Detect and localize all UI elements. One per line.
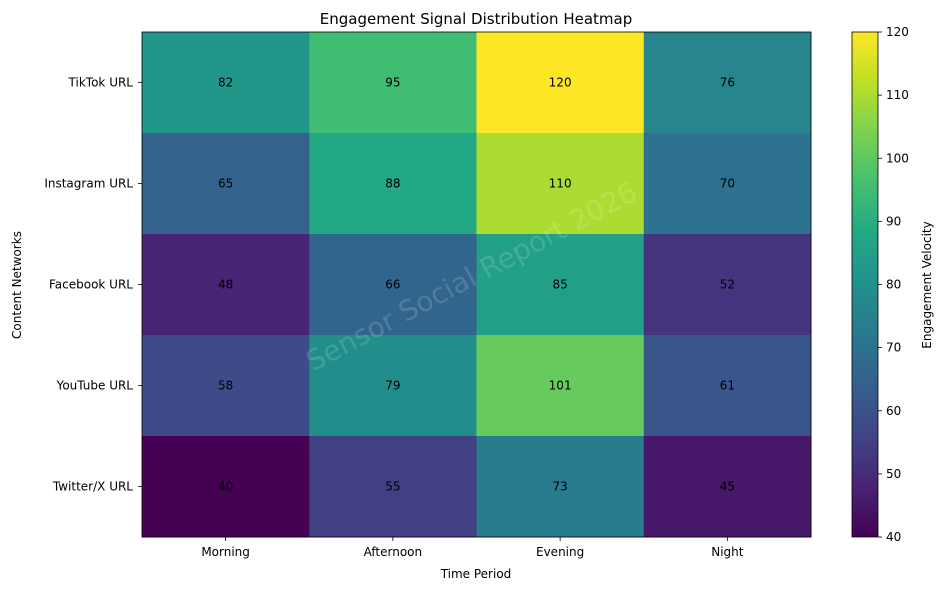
cell-value-label: 48 [218,278,233,292]
colorbar-tick-label: 50 [886,467,901,481]
heatmap-cell [309,234,477,336]
heatmap-cell [476,335,645,437]
colorbar-tick-label: 110 [886,88,909,102]
cell-value-label: 76 [720,76,735,90]
colorbar-tick-label: 60 [886,404,901,418]
cell-value-label: 70 [720,177,735,191]
heatmap-cell-labels: 82 95 120 76 65 88 110 70 48 66 85 52 58 79 101 61 40 55 7… [218,76,735,494]
heatmap-cell [309,133,477,235]
y-tick-label: TikTok URL [68,76,134,90]
heatmap-cells [142,32,812,538]
x-tick-label: Afternoon [364,545,423,559]
colorbar-tick-label: 40 [886,530,901,544]
heatmap-cell [142,32,310,134]
cell-value-label: 95 [385,76,400,90]
heatmap-cell [643,234,812,336]
y-tick-label: Facebook URL [49,278,133,292]
y-axis-ticks: TikTok URL Instagram URL Facebook URL YouTu… [44,76,142,494]
heatmap-cell [476,436,645,538]
cell-value-label: 88 [385,177,400,191]
cell-value-label: 79 [385,379,400,393]
cell-value-label: 110 [549,177,572,191]
y-axis-label: Content Networks [10,231,24,339]
colorbar-tick-label: 70 [886,341,901,355]
heatmap-cell [476,133,645,235]
y-tick-label: Twitter/X URL [52,480,133,494]
colorbar-ticks: 40 50 60 70 80 90 100 110 120 [878,25,909,544]
colorbar [851,31,879,538]
cell-value-label: 82 [218,76,233,90]
x-axis-label: Time Period [440,567,512,581]
x-tick-label: Morning [201,545,250,559]
heatmap-cell [142,335,310,437]
chart-title: Engagement Signal Distribution Heatmap [320,10,632,28]
heatmap-cell [142,436,310,538]
colorbar-tick-label: 80 [886,278,901,292]
cell-value-label: 73 [552,480,567,494]
cell-value-label: 101 [549,379,572,393]
cell-value-label: 85 [552,278,567,292]
cell-value-label: 45 [720,480,735,494]
x-tick-label: Night [711,545,744,559]
cell-value-label: 61 [720,379,735,393]
cell-value-label: 55 [385,480,400,494]
heatmap-cell [142,133,310,235]
colorbar-tick-label: 100 [886,151,909,165]
heatmap-cell [476,234,645,336]
cell-value-label: 66 [385,278,400,292]
x-tick-label: Evening [536,545,584,559]
x-axis-ticks: Morning Afternoon Evening Night [201,537,744,559]
heatmap-cell [643,32,812,134]
y-tick-label: Instagram URL [44,177,133,191]
heatmap-cell [643,436,812,538]
colorbar-tick-label: 120 [886,25,909,39]
cell-value-label: 58 [218,379,233,393]
y-tick-label: YouTube URL [56,379,134,393]
heatmap-cell [309,335,477,437]
heatmap-cell [643,133,812,235]
heatmap-cell [309,436,477,538]
heatmap-cell [476,32,645,134]
colorbar-label: Engagement Velocity [920,221,934,348]
heatmap-cell [309,32,477,134]
heatmap-cell [142,234,310,336]
cell-value-label: 120 [549,76,572,90]
heatmap-cell [643,335,812,437]
cell-value-label: 52 [720,278,735,292]
cell-value-label: 40 [218,480,233,494]
colorbar-tick-label: 90 [886,214,901,228]
cell-value-label: 65 [218,177,233,191]
